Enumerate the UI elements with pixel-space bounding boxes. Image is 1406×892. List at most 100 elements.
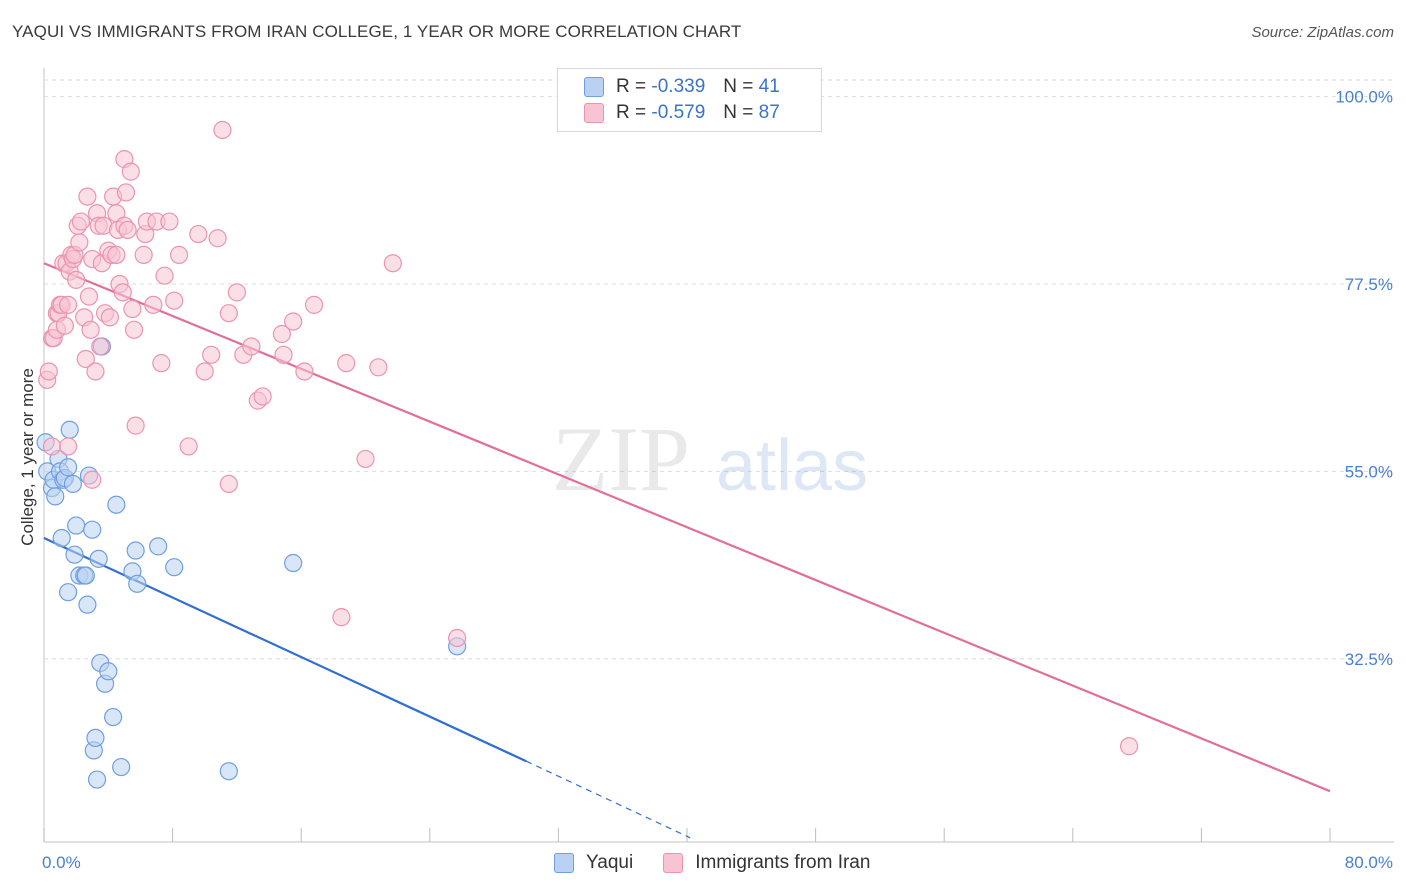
- iran-point: [1119, 737, 1139, 756]
- iran-point: [55, 316, 74, 335]
- iran-point: [113, 283, 132, 302]
- yaqui-point: [104, 707, 123, 727]
- iran-point: [59, 437, 78, 456]
- watermark: ZIP atlas: [552, 408, 868, 510]
- iran-point: [67, 270, 86, 289]
- yaqui-point: [52, 528, 71, 548]
- iran-point: [59, 295, 78, 314]
- iran-point: [253, 387, 272, 406]
- iran-point: [126, 416, 145, 435]
- iran-point: [116, 183, 136, 202]
- stats-legend: R = -0.339 N = 41 R = -0.579 N = 87: [557, 68, 822, 132]
- series-legend-yaqui[interactable]: Yaqui: [554, 852, 633, 874]
- iran-point: [227, 283, 246, 302]
- yaqui-point: [59, 458, 78, 477]
- legend-r-value: -0.339: [651, 76, 706, 97]
- yaqui-point: [284, 553, 303, 573]
- iran-point: [369, 358, 388, 377]
- yaqui-point: [126, 541, 145, 560]
- yaqui-point: [107, 495, 126, 514]
- x-tick-label: 0.0%: [42, 853, 81, 872]
- legend-n-value: 87: [758, 102, 780, 123]
- legend-swatch-iran: [584, 103, 604, 123]
- series-swatch-yaqui: [554, 853, 574, 873]
- iran-point: [383, 254, 402, 273]
- iran-point: [189, 224, 208, 244]
- yaqui-point: [149, 537, 168, 556]
- iran-point: [79, 287, 99, 306]
- yaqui-point: [165, 558, 184, 577]
- iran-point: [160, 212, 179, 231]
- watermark-atlas: atlas: [716, 426, 868, 506]
- iran-point: [213, 120, 232, 140]
- yaqui-point: [99, 662, 118, 681]
- legend-n-label: N =: [723, 102, 754, 123]
- legend-r-label: R =: [616, 102, 647, 123]
- iran-point: [448, 628, 467, 648]
- iran-point: [118, 220, 137, 240]
- iran-point: [284, 312, 303, 331]
- yaqui-point: [83, 520, 102, 539]
- iran-point: [100, 308, 120, 327]
- iran-point: [42, 437, 62, 456]
- series-legend: Yaqui Immigrants from Iran: [554, 852, 900, 874]
- iran-point: [152, 354, 171, 373]
- iran-point: [71, 212, 91, 231]
- iran-point: [91, 337, 110, 356]
- iran-point: [39, 362, 58, 381]
- yaqui-point: [63, 474, 83, 494]
- iran-point: [337, 354, 356, 373]
- iran-point: [304, 295, 324, 314]
- chart-title: YAQUI VS IMMIGRANTS FROM IRAN COLLEGE, 1…: [12, 22, 742, 41]
- gridlines: [44, 79, 1394, 660]
- watermark-zip: ZIP: [552, 408, 690, 510]
- iran-point: [219, 304, 238, 323]
- yaqui-point: [128, 574, 147, 593]
- iran-point: [83, 470, 102, 489]
- iran-point: [202, 345, 221, 364]
- iran-point: [70, 233, 89, 252]
- iran-point: [76, 349, 95, 369]
- iran-point: [219, 474, 238, 494]
- series-legend-iran[interactable]: Immigrants from Iran: [663, 852, 870, 874]
- iran-point: [121, 162, 140, 181]
- yaqui-point: [86, 728, 105, 748]
- iran-point: [124, 320, 144, 339]
- y-axis-label: College, 1 year or more: [18, 368, 37, 546]
- iran-point: [78, 187, 97, 206]
- x-tick-labels: 0.0% 80.0%: [42, 853, 1393, 872]
- source-label: Source: ZipAtlas.com: [1251, 24, 1394, 41]
- iran-point: [123, 299, 142, 319]
- series-swatch-iran: [663, 853, 684, 873]
- yaqui-point: [112, 757, 131, 777]
- yaqui-point: [65, 545, 84, 564]
- yaqui-point: [76, 566, 95, 585]
- legend-row-iran: R = -0.579 N = 87: [584, 101, 780, 125]
- iran-point: [144, 295, 163, 314]
- iran-point: [155, 266, 174, 285]
- iran-trend-line: [43, 262, 1331, 793]
- yaqui-point: [87, 770, 107, 789]
- legend-row-yaqui: R = -0.339 N = 41: [584, 75, 780, 99]
- iran-point: [195, 362, 214, 381]
- axes: [43, 68, 1394, 843]
- series-name-yaqui: Yaqui: [586, 852, 634, 873]
- legend-n-label: N =: [723, 76, 754, 97]
- legend-r-value: -0.579: [651, 102, 706, 123]
- legend-r-label: R =: [616, 76, 647, 97]
- y-tick-label: 100.0%: [1335, 88, 1393, 107]
- y-tick-label: 55.0%: [1345, 462, 1393, 481]
- iran-point: [86, 362, 105, 381]
- iran-point: [208, 229, 227, 248]
- iran-point: [272, 324, 292, 344]
- yaqui-point: [46, 487, 65, 506]
- data-points: [36, 120, 1139, 789]
- y-tick-label: 32.5%: [1345, 650, 1393, 669]
- iran-point: [169, 245, 189, 264]
- y-tick-label: 77.5%: [1345, 275, 1393, 294]
- iran-point: [295, 362, 314, 381]
- iran-point: [356, 449, 375, 469]
- yaqui-point: [78, 595, 97, 614]
- y-tick-labels: 100.0% 77.5% 55.0% 32.5%: [1335, 88, 1393, 669]
